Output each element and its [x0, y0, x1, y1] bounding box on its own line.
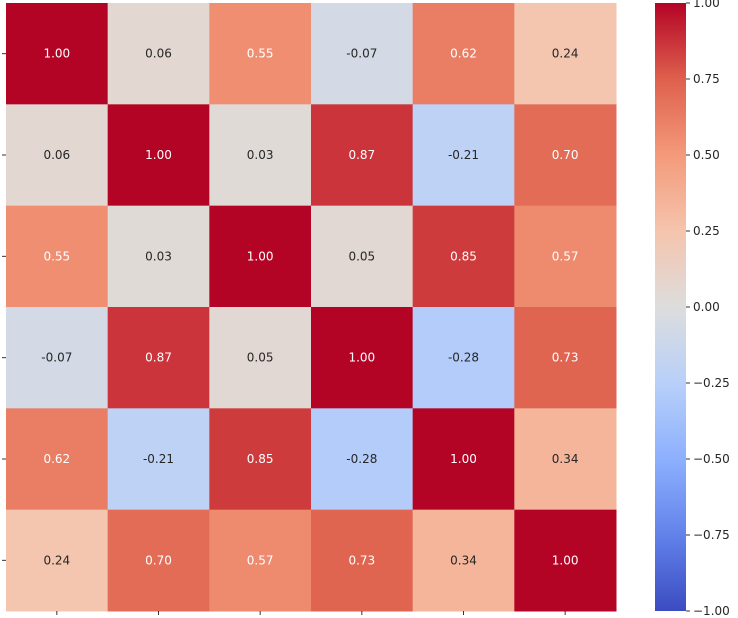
heatmap-cell [311, 307, 414, 409]
heatmap-cell [412, 3, 515, 105]
heatmap-cell [514, 205, 617, 308]
heatmap-cell [107, 3, 210, 105]
heatmap-cell [412, 307, 515, 409]
cell-annotation: 0.70 [552, 148, 579, 162]
cell-annotation: 1.00 [43, 47, 70, 61]
heatmap-cell [514, 408, 617, 511]
heatmap-cell [311, 205, 414, 308]
heatmap-cell [311, 104, 414, 207]
cell-annotation: 0.24 [43, 553, 70, 567]
colorbar [655, 3, 686, 611]
heatmap-cell [514, 307, 617, 409]
cell-annotation: 1.00 [247, 249, 274, 263]
heatmap-cell [209, 509, 312, 612]
colorbar-tick-label: −1.00 [693, 604, 730, 618]
cell-annotation: 0.06 [145, 47, 172, 61]
cell-annotation: 0.34 [552, 452, 579, 466]
heatmap-cell [6, 509, 109, 612]
cell-annotation: 0.57 [552, 249, 579, 263]
cell-annotation: 0.03 [247, 148, 274, 162]
heatmap-cell [311, 509, 414, 612]
heatmap-cell [412, 509, 515, 612]
cell-annotation: 0.87 [348, 148, 375, 162]
cell-annotation: 1.00 [552, 553, 579, 567]
cell-annotation: 0.85 [450, 249, 477, 263]
cell-annotation: 0.62 [43, 452, 70, 466]
heatmap-cell [107, 408, 210, 511]
cell-annotation: 0.03 [145, 249, 172, 263]
colorbar-tick-label: 0.50 [693, 148, 720, 162]
cell-annotation: -0.21 [143, 452, 174, 466]
cell-annotation: 0.05 [247, 351, 274, 365]
cell-annotation: 0.55 [43, 249, 70, 263]
colorbar-tick-label: 0.75 [693, 72, 720, 86]
heatmap-cell [209, 3, 312, 105]
cell-annotation: 0.57 [247, 553, 274, 567]
cell-annotation: 1.00 [348, 351, 375, 365]
cell-annotation: 1.00 [145, 148, 172, 162]
heatmap-cell [107, 104, 210, 207]
heatmap-cell [107, 205, 210, 308]
heatmap-cell [514, 104, 617, 207]
cell-annotation: 0.24 [552, 47, 579, 61]
heatmap-cell [6, 307, 109, 409]
heatmap-cell [311, 408, 414, 511]
heatmap-cell [311, 3, 414, 105]
heatmap-cell [6, 3, 109, 105]
cell-annotation: -0.21 [448, 148, 479, 162]
cell-annotation: 0.73 [552, 351, 579, 365]
heatmap-cell [6, 104, 109, 207]
cell-annotation: 1.00 [450, 452, 477, 466]
cell-annotation: 0.73 [348, 553, 375, 567]
cell-annotation: -0.28 [448, 351, 479, 365]
heatmap-cell [6, 408, 109, 511]
colorbar-tick-label: 0.00 [693, 300, 720, 314]
heatmap-cell [107, 509, 210, 612]
heatmap-cell [412, 408, 515, 511]
heatmap-cell [412, 104, 515, 207]
cell-annotation: 0.85 [247, 452, 274, 466]
colorbar-tick-label: −0.50 [693, 452, 730, 466]
cell-annotation: -0.07 [346, 47, 377, 61]
colorbar-tick-label: 1.00 [693, 0, 720, 10]
cell-annotation: 0.55 [247, 47, 274, 61]
heatmap-cell [514, 3, 617, 105]
heatmap-cell [107, 307, 210, 409]
colorbar-tick-label: −0.75 [693, 528, 730, 542]
colorbar-tick-label: −0.25 [693, 376, 730, 390]
cell-annotation: 0.62 [450, 47, 477, 61]
colorbar-tick-label: 0.25 [693, 224, 720, 238]
cell-annotation: 0.34 [450, 553, 477, 567]
cell-annotation: -0.28 [346, 452, 377, 466]
cell-annotation: 0.87 [145, 351, 172, 365]
heatmap-cell [514, 509, 617, 612]
cell-annotation: 0.05 [348, 249, 375, 263]
heatmap-cell [209, 104, 312, 207]
heatmap-cell [412, 205, 515, 308]
cell-annotation: 0.06 [43, 148, 70, 162]
heatmap-cell [209, 205, 312, 308]
heatmap-cell [209, 408, 312, 511]
heatmap-cell [209, 307, 312, 409]
cell-annotation: 0.70 [145, 553, 172, 567]
heatmap-cell [6, 205, 109, 308]
cell-annotation: -0.07 [41, 351, 72, 365]
